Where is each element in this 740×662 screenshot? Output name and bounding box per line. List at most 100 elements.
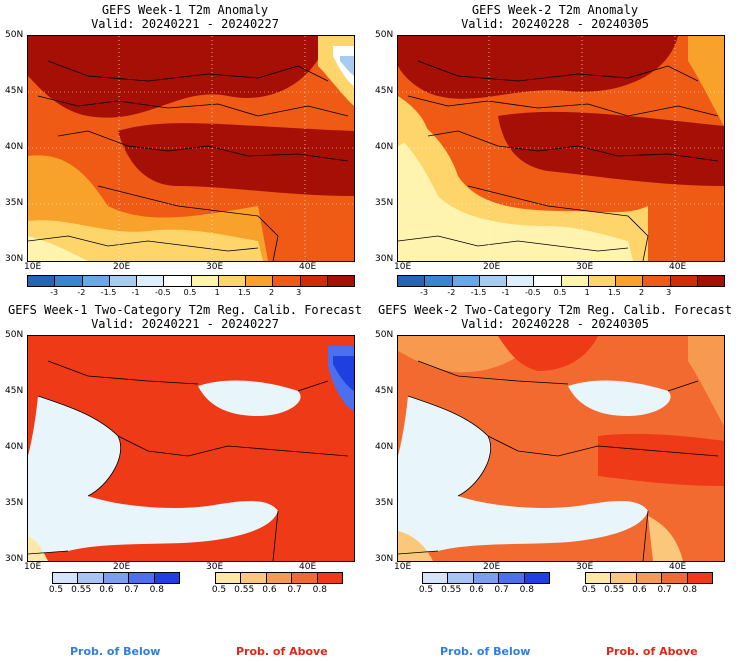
colorbar-tick-label: 2 (639, 288, 644, 297)
colorbar-tick-label: -1 (502, 288, 510, 297)
colorbar-swatch (219, 276, 246, 286)
colorbar-tick-label: 0.7 (287, 585, 301, 595)
panel-valid-dates: Valid: 20240221 - 20240227 (0, 317, 370, 331)
colorbar-tick-label: -3 (420, 288, 428, 297)
colorbar-swatch (104, 573, 129, 583)
colorbar-swatch (267, 573, 292, 583)
colorbar-swatch (453, 276, 480, 286)
colorbar-tick-label: -0.5 (155, 288, 171, 297)
lat-label: 35N (5, 198, 23, 208)
colorbar-tick-label: 0.55 (234, 585, 254, 595)
below-colorbar (52, 572, 180, 584)
colorbar-tick-label: 0.8 (313, 585, 327, 595)
lat-label: 50N (375, 330, 393, 340)
colorbar-swatch (586, 573, 611, 583)
panel-valid-dates: Valid: 20240221 - 20240227 (0, 17, 370, 31)
colorbar-tick-label: 2 (269, 288, 274, 297)
colorbar-tick-label: -3 (50, 288, 58, 297)
lon-label: 10E (394, 262, 411, 272)
colorbar-tick-label: -1.5 (101, 288, 117, 297)
panel-title: GEFS Week-2 Two-Category T2m Reg. Calib.… (370, 303, 740, 317)
lat-label: 30N (375, 554, 393, 564)
colorbar-swatch (301, 276, 328, 286)
colorbar-swatch (83, 276, 110, 286)
below-colorbar (422, 572, 550, 584)
colorbar-tick-label: 0.6 (262, 585, 276, 595)
lat-label: 45N (5, 386, 23, 396)
lat-label: 45N (375, 86, 393, 96)
lon-label: 40E (299, 562, 316, 572)
colorbar-swatch (110, 276, 137, 286)
colorbar-swatch (425, 276, 452, 286)
colorbar-tick-label: 0.55 (604, 585, 624, 595)
anomaly-colorbar (27, 275, 355, 287)
colorbar-swatch (589, 276, 616, 286)
panel-title: GEFS Week-1 T2m Anomaly (0, 3, 370, 17)
lon-label: 10E (394, 562, 411, 572)
lon-label: 40E (669, 262, 686, 272)
lon-label: 10E (24, 562, 41, 572)
colorbar-swatch (662, 573, 687, 583)
anomaly-map (27, 35, 355, 262)
colorbar-swatch (137, 276, 164, 286)
panel-valid-dates: Valid: 20240228 - 20240305 (370, 317, 740, 331)
colorbar-swatch (246, 276, 273, 286)
colorbar-swatch (292, 573, 317, 583)
lat-label: 40N (375, 142, 393, 152)
colorbar-swatch (129, 573, 154, 583)
lat-label: 50N (5, 330, 23, 340)
colorbar-swatch (480, 276, 507, 286)
colorbar-swatch (318, 573, 342, 583)
colorbar-swatch (273, 276, 300, 286)
lon-label: 30E (576, 262, 593, 272)
colorbar-swatch (499, 573, 524, 583)
colorbar-tick-label: 3 (296, 288, 301, 297)
lat-label: 35N (375, 498, 393, 508)
colorbar-tick-label: -0.5 (525, 288, 541, 297)
colorbar-tick-label: 0.5 (212, 585, 226, 595)
lon-label: 30E (576, 562, 593, 572)
colorbar-swatch (698, 276, 724, 286)
lon-label: 40E (299, 262, 316, 272)
lon-label: 20E (113, 562, 130, 572)
colorbar-tick-label: -2 (77, 288, 85, 297)
colorbar-tick-label: 0.6 (99, 585, 113, 595)
colorbar-swatch (611, 573, 636, 583)
prob-below-label: Prob. of Below (70, 645, 160, 658)
lat-label: 50N (375, 30, 393, 40)
colorbar-tick-label: 1 (585, 288, 590, 297)
colorbar-tick-label: 0.5 (582, 585, 596, 595)
colorbar-tick-label: 1.5 (238, 288, 251, 297)
lat-label: 40N (5, 442, 23, 452)
lon-label: 40E (669, 562, 686, 572)
colorbar-tick-label: 0.5 (184, 288, 197, 297)
colorbar-tick-label: 0.8 (683, 585, 697, 595)
lon-label: 30E (206, 262, 223, 272)
colorbar-swatch (53, 573, 78, 583)
colorbar-tick-label: 0.5 (49, 585, 63, 595)
colorbar-swatch (637, 573, 662, 583)
colorbar-swatch (55, 276, 82, 286)
lon-label: 20E (483, 562, 500, 572)
colorbar-swatch (328, 276, 354, 286)
prob-below-label: Prob. of Below (440, 645, 530, 658)
colorbar-tick-label: 0.8 (520, 585, 534, 595)
colorbar-tick-label: 0.55 (441, 585, 461, 595)
colorbar-swatch (192, 276, 219, 286)
colorbar-swatch (534, 276, 561, 286)
prob-above-label: Prob. of Above (606, 645, 698, 658)
lon-label: 20E (113, 262, 130, 272)
lon-label: 30E (206, 562, 223, 572)
lon-label: 10E (24, 262, 41, 272)
anomaly-map (397, 35, 725, 262)
lat-label: 40N (5, 142, 23, 152)
probability-map (27, 335, 355, 562)
colorbar-tick-label: 0.8 (150, 585, 164, 595)
colorbar-swatch (164, 276, 191, 286)
colorbar-swatch (155, 573, 179, 583)
anomaly-colorbar (397, 275, 725, 287)
lon-label: 20E (483, 262, 500, 272)
lat-label: 50N (5, 30, 23, 40)
above-colorbar (215, 572, 343, 584)
colorbar-tick-label: 1 (215, 288, 220, 297)
